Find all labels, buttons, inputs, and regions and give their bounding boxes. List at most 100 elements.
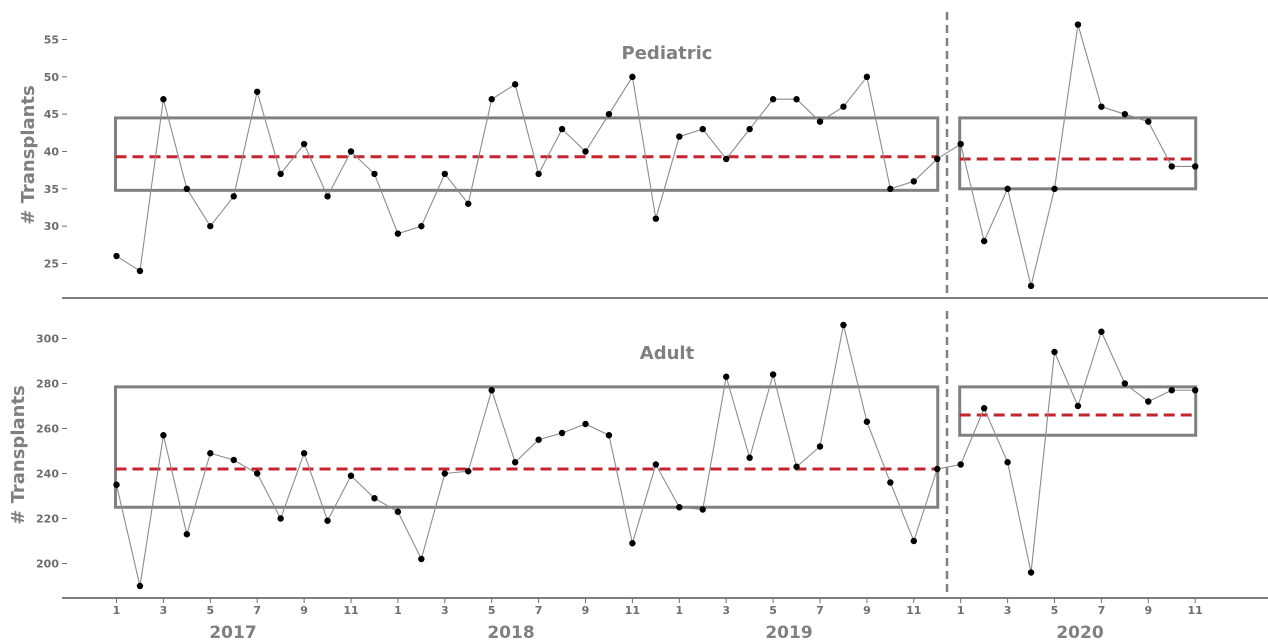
- data-point: [957, 140, 964, 148]
- data-point: [769, 371, 777, 378]
- data-point: [347, 472, 355, 479]
- data-point: [723, 155, 730, 163]
- x-tick-label: 3: [1004, 604, 1012, 617]
- x-axis-year-labels: 2017 2018 2019 2020: [209, 623, 1103, 643]
- year-label: 2017: [209, 623, 256, 643]
- data-point: [418, 222, 425, 230]
- data-point: [676, 504, 683, 511]
- adult-control-box-2020: [958, 385, 1198, 437]
- data-point: [816, 118, 824, 125]
- data-point: [652, 461, 660, 468]
- data-point: [347, 148, 355, 155]
- data-point: [1098, 328, 1105, 335]
- data-point: [816, 443, 824, 450]
- data-point: [230, 193, 237, 200]
- data-point: [277, 170, 284, 178]
- x-tick-label: 5: [1051, 604, 1059, 617]
- data-point: [676, 133, 683, 140]
- data-point: [394, 230, 402, 237]
- data-point: [629, 540, 636, 547]
- x-tick-label: 3: [160, 604, 168, 617]
- x-tick-label: 11: [343, 604, 358, 617]
- x-tick-label: 7: [1098, 604, 1106, 617]
- data-point: [535, 170, 542, 178]
- y-tick-label: 240: [36, 468, 59, 481]
- year-label: 2018: [487, 623, 534, 643]
- data-point: [1121, 380, 1129, 387]
- data-point: [113, 252, 120, 260]
- data-point: [230, 456, 237, 464]
- data-point: [863, 418, 871, 425]
- pediatric-panel: 25 30 35 40 45 50 55 Pediatric # Transplants: [18, 21, 1268, 299]
- pediatric-control-box-2020: [958, 116, 1198, 191]
- data-point: [113, 481, 120, 488]
- data-point: [1004, 185, 1011, 193]
- data-point: [582, 148, 589, 155]
- data-point: [558, 125, 566, 133]
- data-point: [254, 470, 261, 477]
- y-tick-label: 25: [44, 258, 59, 271]
- y-tick-label: 55: [44, 34, 59, 47]
- y-tick-label: 45: [44, 108, 59, 121]
- adult-panel: 200 220 240 260 280 300 Adult # Transplants: [8, 321, 1268, 599]
- data-point: [910, 178, 917, 185]
- y-tick-label: 30: [44, 220, 60, 233]
- data-point: [254, 88, 261, 95]
- data-point: [183, 185, 191, 193]
- data-point: [1004, 459, 1011, 466]
- pediatric-y-ticks: 25 30 35 40 45 50 55: [44, 34, 67, 271]
- data-point: [1168, 163, 1175, 170]
- data-point: [934, 155, 941, 163]
- data-point: [136, 267, 144, 275]
- x-tick-label: 11: [906, 604, 921, 617]
- data-point: [934, 465, 941, 473]
- adult-y-ticks: 200 220 240 260 280 300: [36, 333, 67, 571]
- data-point: [511, 81, 519, 88]
- data-point: [1074, 402, 1082, 410]
- data-point: [324, 193, 331, 200]
- pediatric-title: Pediatric: [622, 43, 713, 64]
- data-point: [488, 96, 495, 103]
- data-point: [605, 432, 613, 439]
- data-point: [324, 517, 331, 524]
- data-point: [160, 432, 167, 439]
- x-tick-label: 9: [300, 604, 308, 617]
- data-point: [441, 170, 448, 178]
- x-tick-label: 9: [1144, 604, 1152, 617]
- data-point: [1192, 387, 1199, 394]
- pediatric-y-axis-label: # Transplants: [18, 85, 39, 225]
- y-tick-label: 220: [36, 513, 59, 526]
- x-tick-label: 7: [535, 604, 543, 617]
- x-tick-label: 11: [1188, 604, 1203, 617]
- x-tick-label: 1: [113, 604, 121, 617]
- data-point: [300, 450, 308, 457]
- data-point: [1168, 387, 1175, 394]
- data-point: [1145, 118, 1152, 125]
- data-point: [723, 373, 730, 380]
- data-point: [1192, 163, 1199, 170]
- data-point: [1074, 21, 1082, 28]
- data-point: [887, 479, 894, 486]
- data-point: [746, 454, 753, 461]
- year-label: 2019: [765, 623, 812, 643]
- x-tick-label: 5: [206, 604, 214, 617]
- x-tick-label: 9: [863, 604, 871, 617]
- adult-series-line: [115, 324, 1196, 587]
- data-point: [699, 506, 706, 513]
- data-point: [699, 125, 706, 133]
- data-point: [840, 103, 847, 110]
- data-point: [980, 237, 988, 245]
- adult-y-axis-label: # Transplants: [8, 385, 29, 525]
- data-point: [465, 468, 472, 475]
- x-axis-month-ticks: 1 3 5 7 9 11 1 3 5 7 9 11 1 3 5 7 9 11 1 3 5 7 9 11: [113, 598, 1203, 617]
- data-point: [1027, 282, 1035, 290]
- data-point: [1145, 398, 1152, 405]
- data-point: [793, 463, 800, 470]
- data-point: [793, 96, 800, 103]
- data-point: [371, 495, 378, 502]
- data-point: [910, 537, 917, 545]
- data-point: [183, 531, 191, 538]
- data-point: [488, 387, 495, 394]
- y-tick-label: 40: [44, 146, 60, 159]
- y-tick-label: 35: [44, 183, 59, 196]
